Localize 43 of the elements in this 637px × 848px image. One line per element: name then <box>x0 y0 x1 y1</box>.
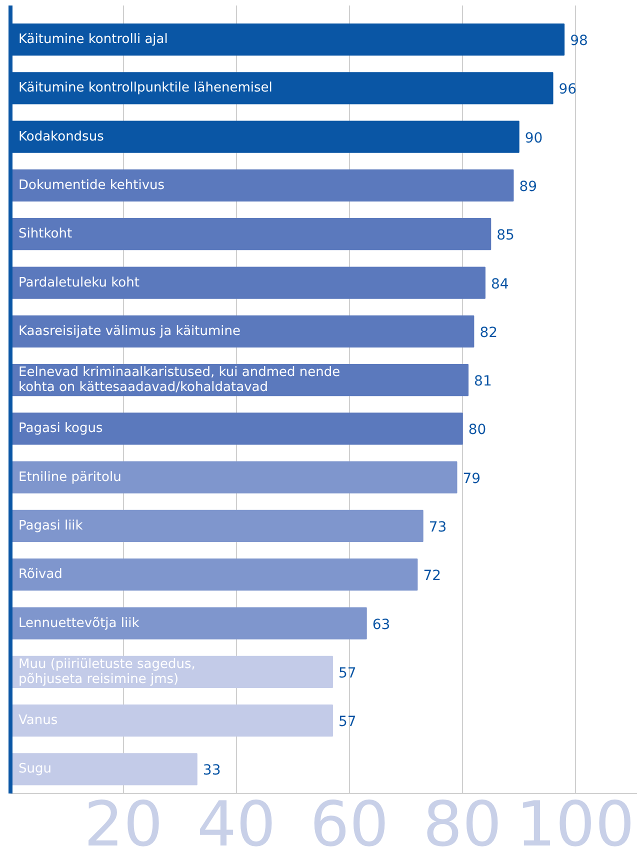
y-tick-label: Pagasi liik <box>18 518 84 534</box>
y-tick-label: Lennuettevõtja liik <box>18 616 140 631</box>
data-label: 89 <box>519 178 538 195</box>
data-label: 84 <box>490 276 509 292</box>
y-tick-label: Eelnevad kriminaalkaristused, kui andmed nende kohta on kättesaadavad/kohaldatavad <box>18 365 340 396</box>
data-label: 96 <box>558 82 577 98</box>
bar <box>10 266 486 299</box>
y-tick-label: Dokumentide kehtivus <box>18 178 165 193</box>
y-tick-label: Sugu <box>18 762 52 777</box>
data-label: 90 <box>524 130 543 146</box>
y-tick-label: Muu (piiriületuste sagedus, põhjuseta reisimine jms) <box>18 656 196 687</box>
y-tick-label: Vanus <box>18 713 58 728</box>
bar <box>10 169 514 202</box>
bar <box>10 558 418 591</box>
data-label: 80 <box>468 422 486 438</box>
bar <box>10 315 474 348</box>
data-label: 63 <box>372 616 390 633</box>
y-tick-label: Rõivad <box>18 567 62 582</box>
y-tick-label: Pagasi kogus <box>18 421 103 436</box>
data-label: 33 <box>202 762 221 779</box>
data-label: 57 <box>338 665 356 682</box>
data-label: 57 <box>338 714 356 730</box>
bar <box>10 461 458 494</box>
y-tick-label: Sihtkoht <box>18 226 72 242</box>
bar <box>10 218 492 250</box>
y-tick-label: Käitumine kontrollpunktile lähenemisel <box>18 80 272 96</box>
bar <box>10 704 333 737</box>
bar <box>10 753 198 786</box>
y-tick-label: Käitumine kontrolli ajal <box>18 32 168 48</box>
y-tick-label: Pardaletuleku koht <box>18 275 140 290</box>
data-label: 79 <box>462 470 481 487</box>
data-label: 98 <box>570 33 588 50</box>
bar <box>10 510 424 542</box>
y-tick-label: Kaasreisijate välimus ja käitumine <box>18 324 240 339</box>
data-label: 72 <box>423 568 442 584</box>
data-label: 81 <box>474 374 492 390</box>
y-tick-label: Etniline päritolu <box>18 470 122 485</box>
data-label: 85 <box>496 228 514 244</box>
data-label: 82 <box>480 324 498 341</box>
bar <box>10 607 367 640</box>
bar <box>10 412 463 445</box>
y-tick-label: Kodakondsus <box>18 129 104 144</box>
data-label: 73 <box>428 519 447 536</box>
